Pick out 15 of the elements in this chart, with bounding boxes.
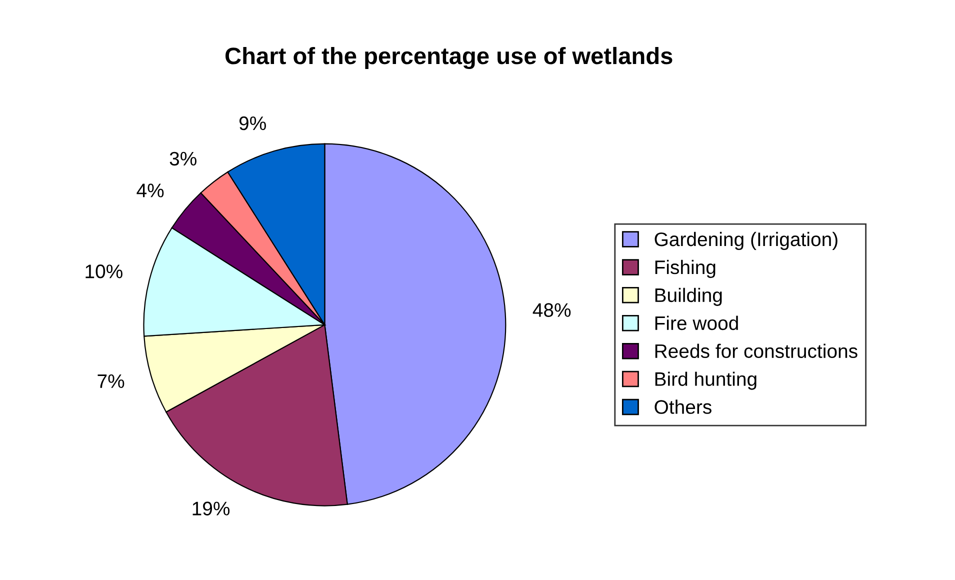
chart-title: Chart of the percentage use of wetlands xyxy=(225,46,672,70)
legend-label: Reeds for constructions xyxy=(655,344,858,358)
legend-label: Building xyxy=(655,288,722,306)
data-label: 9% xyxy=(239,116,266,130)
legend-label: Gardening (Irrigation) xyxy=(654,232,838,250)
data-label: 4% xyxy=(136,184,164,198)
legend-label: Bird hunting xyxy=(655,372,756,390)
legend-label: Others xyxy=(654,400,712,414)
data-label: 48% xyxy=(532,303,571,317)
data-label: 7% xyxy=(98,374,124,388)
data-label: 3% xyxy=(170,152,196,166)
legend-label: Fire wood xyxy=(655,316,738,330)
data-label: 10% xyxy=(86,264,122,278)
data-label: 19% xyxy=(192,502,230,516)
legend-label: Fishing xyxy=(655,260,716,278)
